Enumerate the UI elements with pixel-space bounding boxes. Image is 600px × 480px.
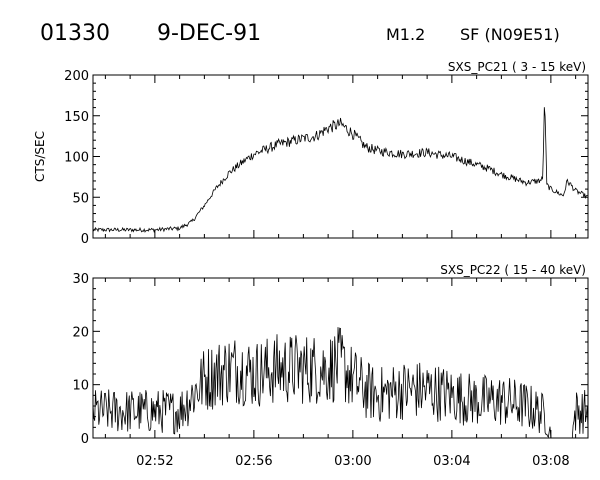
y-tick-label: 100 bbox=[64, 151, 89, 166]
plot-frame bbox=[92, 74, 589, 239]
x-tick-label: 03:08 bbox=[532, 454, 569, 469]
y-tick-label: 20 bbox=[72, 325, 89, 340]
flare-location: SF (N09E51) bbox=[460, 25, 560, 44]
x-tick-label: 03:04 bbox=[433, 454, 470, 469]
goes-class: M1.2 bbox=[386, 25, 425, 44]
y-axis-label: CTS/SEC bbox=[33, 131, 47, 182]
panel-title: SXS_PC21 ( 3 - 15 keV) bbox=[448, 60, 586, 74]
x-tick-label: 03:00 bbox=[334, 454, 371, 469]
panel-sxs-pc21: SXS_PC21 ( 3 - 15 keV) 0 50 100 150 200 CTS/SE… bbox=[33, 60, 589, 247]
x-tick-label: 02:52 bbox=[136, 454, 173, 469]
y-tick-label: 50 bbox=[72, 191, 89, 206]
x-tick-label: 02:56 bbox=[235, 454, 272, 469]
series-line bbox=[92, 107, 588, 234]
panel-title: SXS_PC22 ( 15 - 40 keV) bbox=[440, 263, 586, 277]
y-tick-label: 30 bbox=[72, 272, 89, 287]
y-tick-label: 10 bbox=[72, 379, 89, 394]
flare-date: 9-DEC-91 bbox=[157, 21, 261, 46]
event-id: 01330 bbox=[40, 21, 110, 46]
panel-sxs-pc22: SXS_PC22 ( 15 - 40 keV) 0 10 20 30 02:52 02:56… bbox=[72, 263, 589, 469]
y-tick-label: 200 bbox=[64, 69, 89, 84]
plot-frame bbox=[92, 277, 589, 439]
series-line bbox=[92, 327, 589, 439]
y-tick-label: 0 bbox=[81, 232, 89, 247]
y-tick-label: 0 bbox=[81, 432, 89, 447]
y-tick-label: 150 bbox=[64, 110, 89, 125]
